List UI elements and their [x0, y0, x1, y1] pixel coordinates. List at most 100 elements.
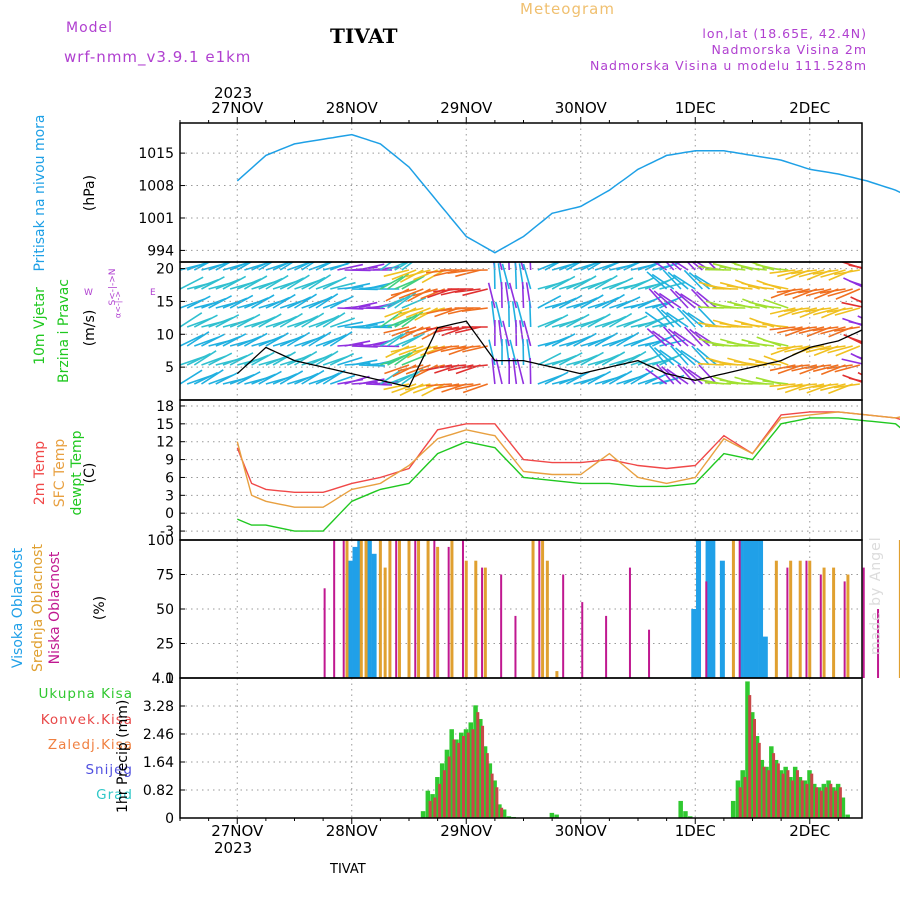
wind-barb: [587, 262, 603, 271]
wind-barb: [201, 276, 225, 290]
wind-barb: [673, 330, 696, 347]
wind-barb: [886, 279, 900, 289]
cloud-mid-bar: [798, 560, 802, 678]
cloud-low-bar: [562, 574, 565, 678]
pressure-tick-label: 1008: [138, 179, 174, 195]
wind-barb: [215, 371, 240, 385]
wind-barb: [871, 338, 896, 346]
precip-total-bar: [473, 705, 478, 818]
precip-conv-label: Konvek.Kisa: [40, 712, 133, 728]
cloud-mid-bar: [426, 540, 430, 678]
precip-total-bar: [549, 812, 555, 818]
wind-barb: [769, 326, 796, 331]
precip-tick-label: 1.64: [143, 755, 174, 771]
wind-barb: [315, 314, 340, 328]
wind-barb: [812, 326, 839, 332]
precip-total-bar: [754, 736, 760, 818]
wind-barb: [669, 288, 689, 309]
wind-barb: [871, 281, 896, 289]
wind-barb: [383, 326, 410, 334]
precip-conv-bar: [791, 780, 795, 818]
wind-barb: [366, 383, 393, 386]
wind-barb: [608, 312, 633, 328]
wind-barb: [294, 293, 317, 309]
precip-total-bar: [420, 811, 426, 818]
wind-barb: [798, 269, 825, 278]
wind-barb: [648, 288, 668, 309]
wind-barb: [258, 370, 282, 385]
wind-barb: [872, 354, 896, 365]
wind-barb: [344, 282, 371, 290]
wind-barb: [394, 335, 420, 347]
bottom-date-label: 27NOV: [211, 822, 264, 840]
wind-barb: [670, 345, 689, 366]
precip-total-bar: [845, 814, 850, 818]
wind-barb: [208, 352, 233, 366]
wind-barb: [379, 275, 404, 290]
wind-barb: [294, 315, 319, 328]
wind-barb: [308, 331, 332, 347]
wind-barb: [344, 340, 371, 347]
precip-total-bar: [454, 739, 459, 818]
wind-barb: [820, 383, 846, 392]
cloud-low-bar: [323, 588, 326, 678]
temp-tick-label: 18: [156, 399, 174, 415]
wind-barb: [748, 285, 775, 290]
wind-barb: [258, 313, 282, 328]
wind-barb: [762, 323, 789, 328]
watermark: made by Angel: [868, 536, 884, 655]
precip-total-bar: [807, 770, 812, 818]
wind-barb: [286, 274, 310, 290]
cloud-high-bar: [748, 540, 754, 678]
precip-conv-bar: [743, 777, 747, 818]
cloud-tick-label: 100: [147, 533, 174, 549]
precip-total-bar: [835, 783, 841, 818]
cloud-mid-bar: [846, 574, 850, 678]
wind-barb: [390, 345, 417, 353]
precip-conv-bar: [800, 780, 804, 818]
wind-barb: [488, 339, 496, 366]
wind-barb: [683, 269, 703, 290]
precip-total-bar: [554, 814, 559, 818]
cloud-mid-bar: [774, 560, 778, 678]
wind-barb: [521, 281, 525, 309]
wind-barbs: [180, 262, 900, 397]
wind-barb: [258, 262, 274, 271]
wind-barb: [215, 278, 241, 290]
wind-barb: [895, 314, 900, 327]
wind-barb: [201, 369, 224, 385]
wind-barb: [454, 345, 481, 350]
pressure-tick-label: 1015: [138, 146, 174, 162]
wind-barb: [769, 269, 796, 274]
cloud-low-bar: [605, 615, 608, 678]
wind-barb: [601, 262, 622, 271]
wind-barb: [401, 332, 425, 347]
cloud-mid-bar: [417, 540, 421, 678]
precip-conv-bar: [500, 807, 504, 818]
cloud-mid-bar: [898, 540, 900, 678]
wind-barb: [433, 345, 460, 350]
wind-barb: [315, 372, 340, 385]
wind-barb: [397, 307, 424, 316]
precip-total-bar: [478, 718, 483, 818]
precip-total-bar: [506, 816, 512, 818]
precip-total-bar: [444, 749, 450, 818]
wind-barb: [251, 262, 272, 271]
wind-barb: [516, 358, 525, 385]
top-date-label: 1DEC: [674, 99, 716, 117]
temp-2m-line: [236, 411, 900, 493]
wind-barb: [879, 373, 900, 384]
precip-tick-label: 3.28: [143, 699, 174, 715]
precip-conv-bar: [461, 736, 465, 818]
wind-barb: [653, 347, 675, 366]
panel-frame: [179, 399, 863, 541]
wind-barb: [698, 307, 718, 328]
wind-barb: [885, 319, 900, 327]
precip-conv-bar: [757, 742, 761, 818]
wind-barb: [820, 326, 846, 335]
panel-frames: [179, 117, 863, 824]
wind-barb: [387, 273, 410, 290]
wind-barb: [412, 288, 438, 297]
wind-barb: [544, 262, 562, 271]
precip-total-bar: [683, 811, 688, 818]
